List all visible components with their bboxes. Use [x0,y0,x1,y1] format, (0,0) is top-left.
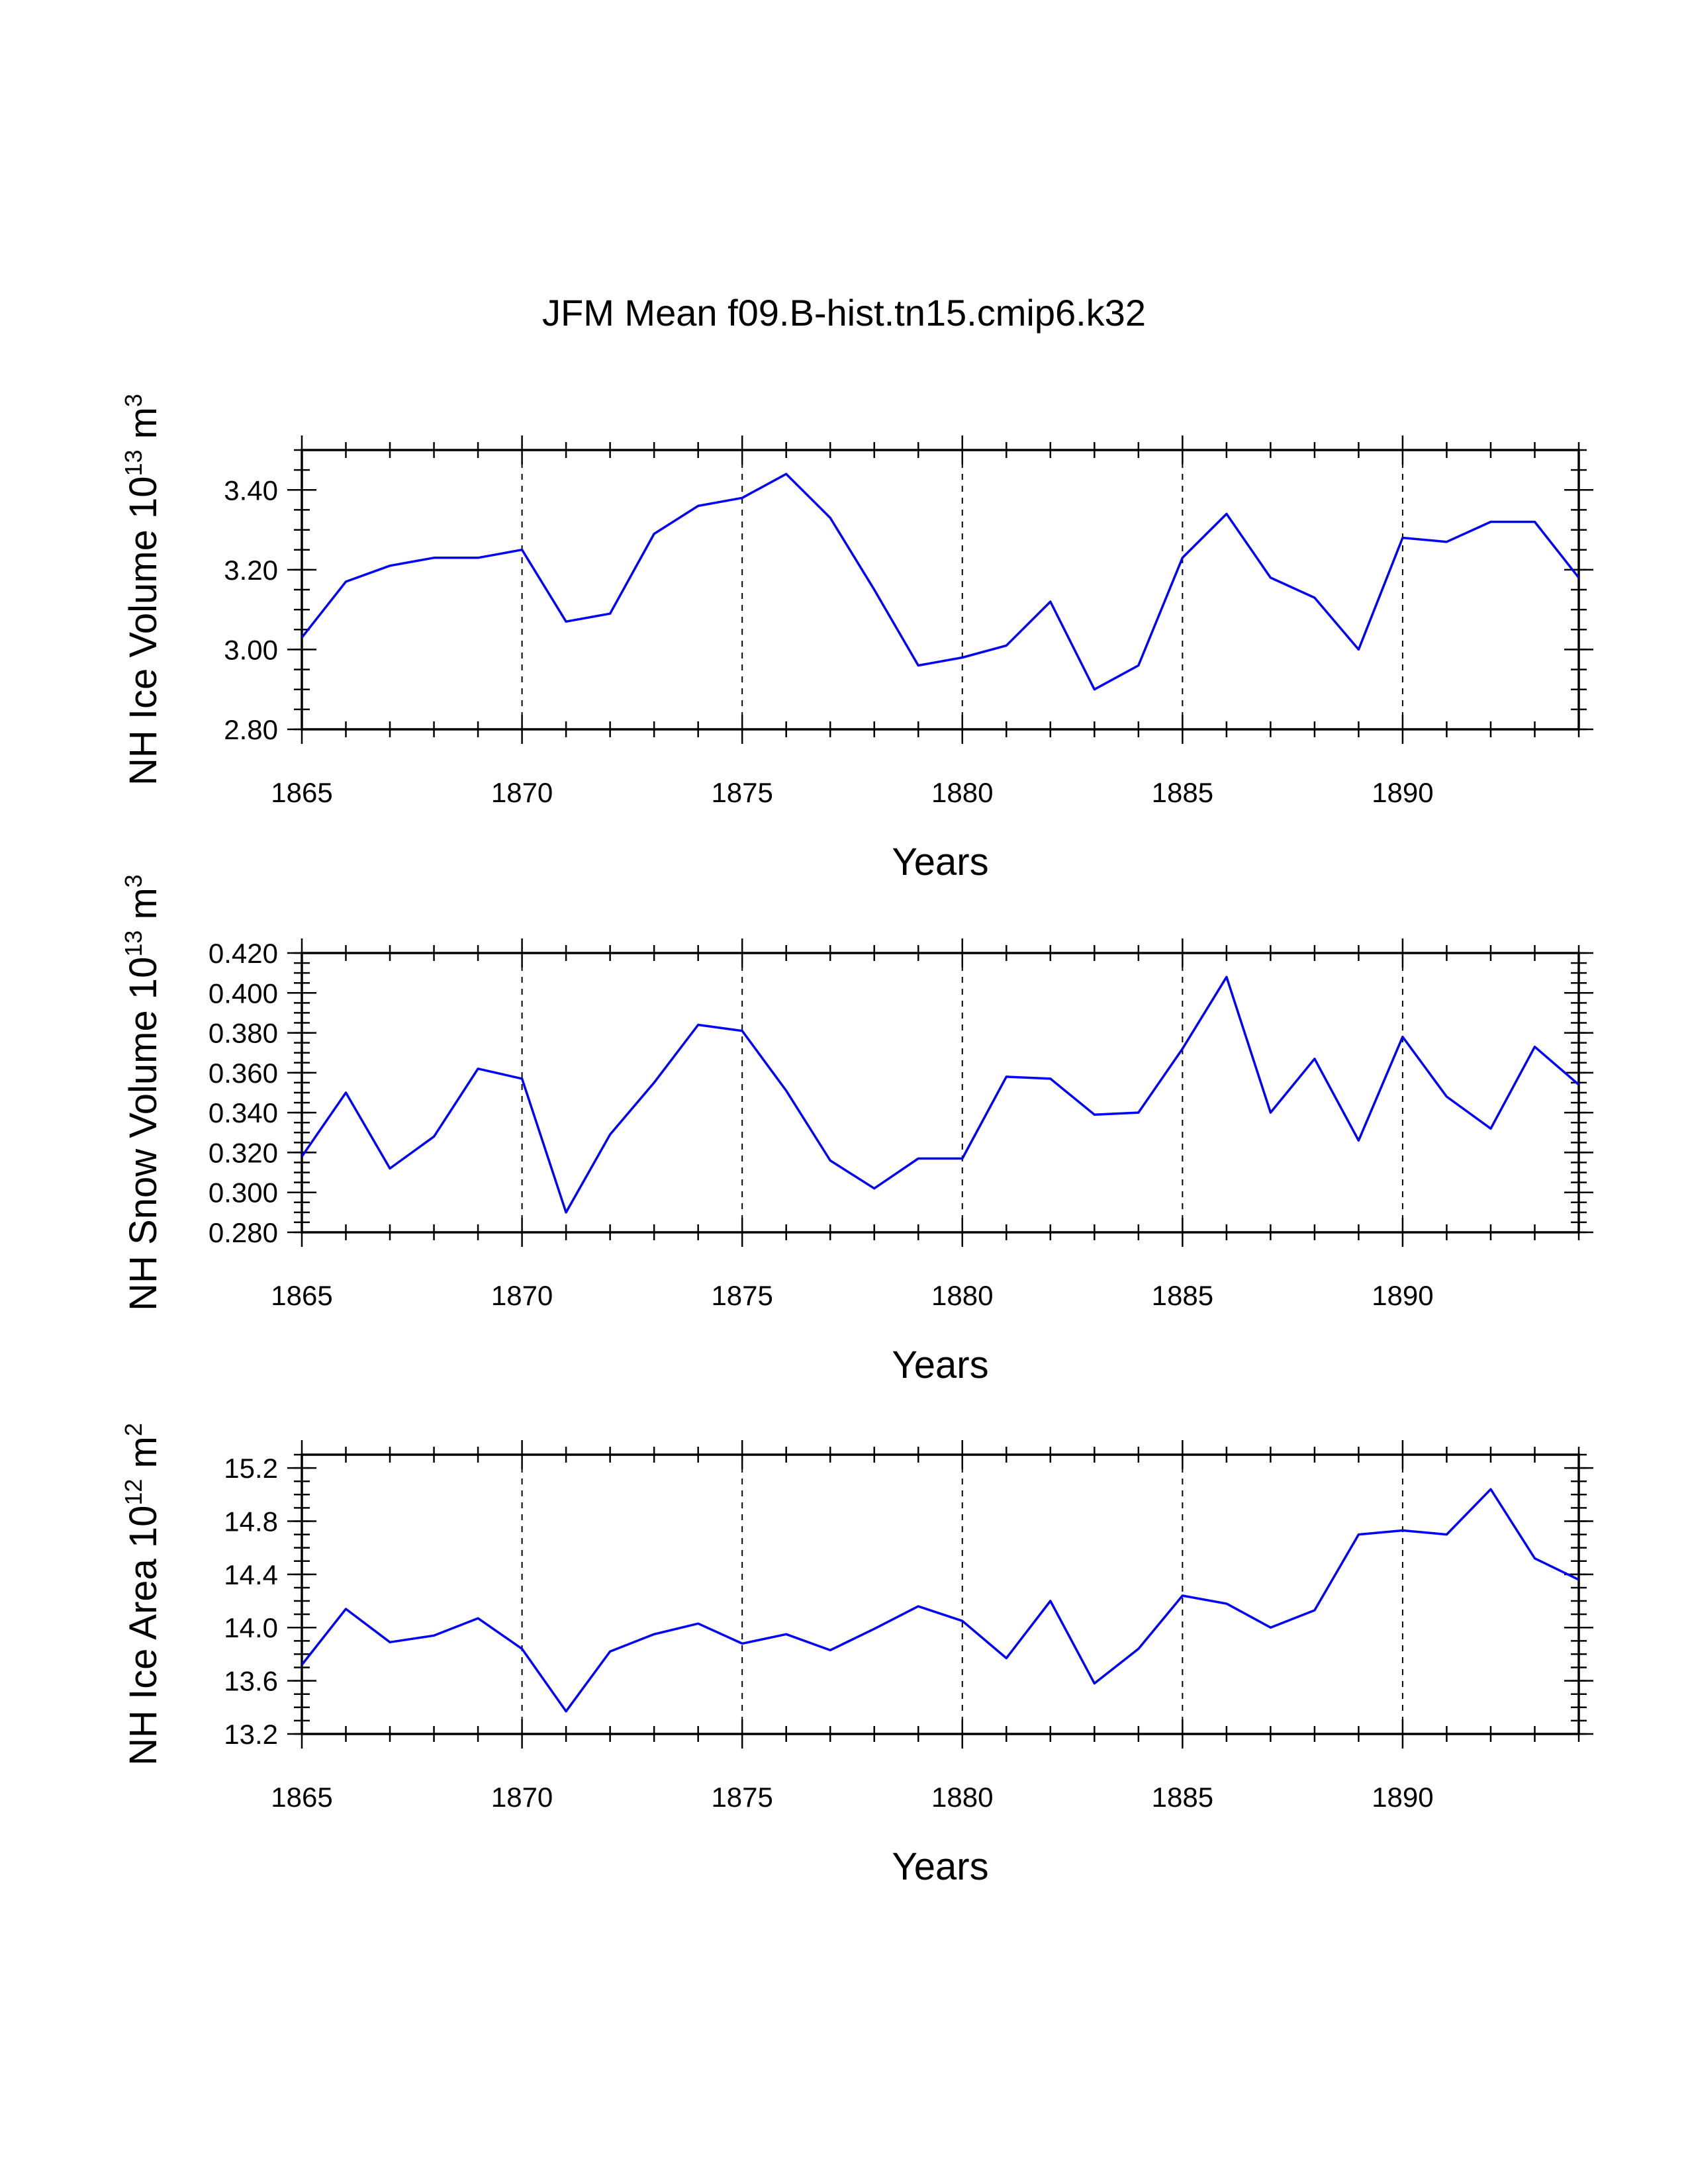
y-tick-label: 3.20 [224,555,278,586]
x-tick-label: 1875 [711,777,773,808]
x-tick-label: 1885 [1152,1782,1213,1813]
y-axis-title-part: 13 [120,931,147,957]
figure-title: JFM Mean f09.B-hist.tn15.cmip6.k32 [542,292,1146,334]
x-tick-label: 1875 [711,1280,773,1311]
x-tick-label: 1885 [1152,777,1213,808]
y-axis-title-part: m [122,887,165,930]
y-tick-label: 0.280 [209,1217,278,1248]
y-axis-title-part: 13 [120,449,147,476]
y-tick-label: 14.8 [224,1506,278,1537]
y-tick-label: 13.6 [224,1666,278,1697]
y-axis-title-part: m [122,1436,165,1479]
x-tick-label: 1880 [931,1782,993,1813]
y-tick-label: 14.0 [224,1612,278,1643]
x-tick-label: 1880 [931,777,993,808]
y-axis-title: NH Snow Volume 1013 m3 [120,874,165,1311]
plot-frame [301,449,1580,731]
chart-panel-1: 2.80 3.00 3.20 3.40 1865 1870 1875 1880 1885 1890… [120,394,1593,884]
data-series-line [302,473,1579,691]
y-tick-label: 0.320 [209,1137,278,1168]
y-tick-label: 14.4 [224,1559,278,1590]
y-tick-label: 2.80 [224,714,278,745]
y-axis-title-part: 12 [120,1479,147,1506]
chart-panel-2: 0.280 0.300 0.320 0.340 0.360 0.380 0.400 0.420… [120,874,1593,1387]
y-axis-title-part: NH Snow Volume 10 [122,957,165,1311]
y-axis-title-part: NH Ice Volume 10 [122,477,165,786]
y-tick-label: 0.380 [209,1018,278,1049]
data-series-line [302,976,1579,1214]
x-tick-label: 1870 [491,1782,553,1813]
x-tick-label: 1890 [1372,1782,1433,1813]
y-axis-title-part: 3 [120,874,147,887]
y-axis-title-part: m [122,407,165,449]
y-tick-label: 0.360 [209,1058,278,1089]
y-axis-title-part: NH Ice Area 10 [122,1506,165,1766]
x-tick-label: 1875 [711,1782,773,1813]
plot-frame [301,1453,1580,1735]
y-tick-label: 0.400 [209,978,278,1009]
y-tick-label: 15.2 [224,1453,278,1484]
plot-frame [301,952,1580,1234]
y-axis-title: NH Ice Volume 1013 m3 [120,394,165,786]
y-tick-label: 13.2 [224,1719,278,1750]
x-tick-label: 1865 [271,1280,332,1311]
y-axis-title-part: 2 [120,1423,147,1436]
x-tick-label: 1870 [491,1280,553,1311]
x-axis-title: Years [892,1845,988,1888]
y-tick-label: 3.40 [224,475,278,506]
data-series-line [302,1488,1579,1713]
x-tick-label: 1885 [1152,1280,1213,1311]
y-tick-label: 0.300 [209,1177,278,1208]
chart-panel-3: 13.2 13.6 14.0 14.4 14.8 15.2 1865 1870 1875 1880… [120,1423,1593,1888]
x-tick-label: 1865 [271,777,332,808]
y-tick-label: 0.340 [209,1097,278,1128]
y-tick-label: 0.420 [209,938,278,969]
x-tick-label: 1870 [491,777,553,808]
y-axis-title: NH Ice Area 1012 m2 [120,1423,165,1766]
x-axis-title: Years [892,1343,988,1387]
x-tick-label: 1880 [931,1280,993,1311]
x-tick-label: 1890 [1372,777,1433,808]
x-axis-title: Years [892,841,988,884]
y-axis-title-part: 3 [120,394,147,407]
x-tick-label: 1865 [271,1782,332,1813]
x-tick-label: 1890 [1372,1280,1433,1311]
y-tick-label: 3.00 [224,634,278,665]
